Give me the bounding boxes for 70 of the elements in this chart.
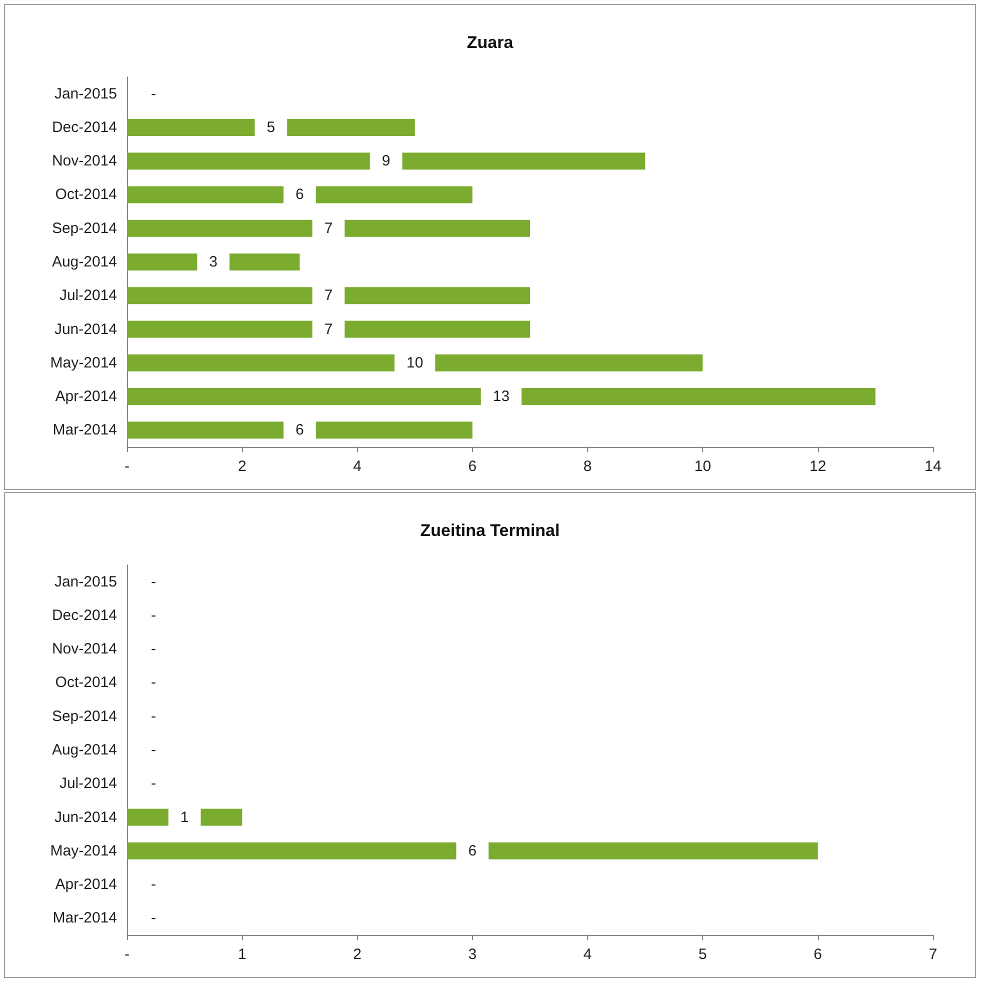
y-tick-label: May-2014 [50,354,117,372]
data-label: - [151,606,156,624]
data-label: - [151,742,156,758]
y-tick-label: Nov-2014 [52,152,117,170]
x-tick-label: 12 [810,458,826,475]
bar [127,422,472,439]
data-label: - [151,910,156,927]
data-label: - [151,573,156,590]
bar [127,287,530,304]
y-tick-label: Jul-2014 [59,287,117,304]
data-label: 6 [296,422,304,439]
data-label: 1 [180,808,189,826]
y-tick-label: Jan-2015 [54,85,117,102]
x-tick-label: - [124,458,130,475]
x-tick-label: 14 [924,458,942,475]
x-tick-label: 10 [694,458,712,475]
y-tick-label: Aug-2014 [52,742,117,758]
y-tick-label: Dec-2014 [52,118,117,136]
chart-title: Zueitina Terminal [420,521,560,540]
data-label: - [151,640,156,658]
data-label: 10 [406,354,424,372]
bar [127,388,876,406]
x-tick-label: 2 [238,458,246,475]
data-label: 9 [382,152,390,170]
data-label: 6 [468,842,477,860]
y-tick-label: Aug-2014 [52,254,117,270]
chart-title: Zuara [466,33,514,52]
data-label: 3 [209,254,218,270]
y-tick-label: Dec-2014 [52,606,117,624]
y-tick-label: Oct-2014 [55,674,117,692]
x-tick-label: 1 [238,946,246,963]
data-label: - [151,85,156,102]
x-tick-label: 6 [814,946,822,963]
x-tick-label: 8 [583,458,592,475]
y-tick-label: Sep-2014 [52,220,117,237]
data-label: - [151,775,156,792]
y-tick-label: Oct-2014 [55,186,117,204]
data-label: 13 [492,388,510,406]
y-tick-label: May-2014 [50,842,117,860]
y-tick-label: Jan-2015 [54,573,117,590]
x-tick-label: - [124,946,130,963]
y-tick-label: Apr-2014 [55,876,117,894]
y-tick-label: Jun-2014 [54,320,117,338]
y-tick-label: Nov-2014 [52,640,117,658]
data-label: - [151,674,156,692]
x-tick-label: 6 [468,458,477,475]
data-label: 7 [324,320,333,338]
y-tick-label: Jun-2014 [54,808,117,826]
x-tick-label: 5 [698,946,707,963]
x-tick-label: 3 [468,946,477,963]
y-tick-label: Apr-2014 [55,388,117,406]
data-label: 7 [324,287,333,304]
bar [127,320,530,338]
bar [127,186,472,204]
data-label: 6 [296,186,304,204]
y-tick-label: Mar-2014 [52,422,117,439]
bar [127,220,530,237]
x-tick-label: 4 [583,946,592,963]
y-tick-label: Sep-2014 [52,708,117,725]
y-tick-label: Mar-2014 [52,910,117,927]
data-label: - [151,876,156,894]
data-label: - [151,708,156,725]
bar [127,354,703,372]
x-tick-label: 2 [353,946,362,963]
bar [127,152,646,170]
data-label: 7 [324,220,333,237]
y-tick-label: Jul-2014 [59,775,117,792]
data-label: 5 [266,118,276,136]
x-tick-label: 7 [928,946,938,963]
x-tick-label: 4 [353,458,362,475]
